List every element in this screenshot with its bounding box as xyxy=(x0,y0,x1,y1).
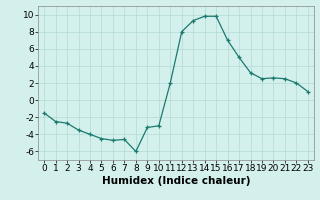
X-axis label: Humidex (Indice chaleur): Humidex (Indice chaleur) xyxy=(102,176,250,186)
